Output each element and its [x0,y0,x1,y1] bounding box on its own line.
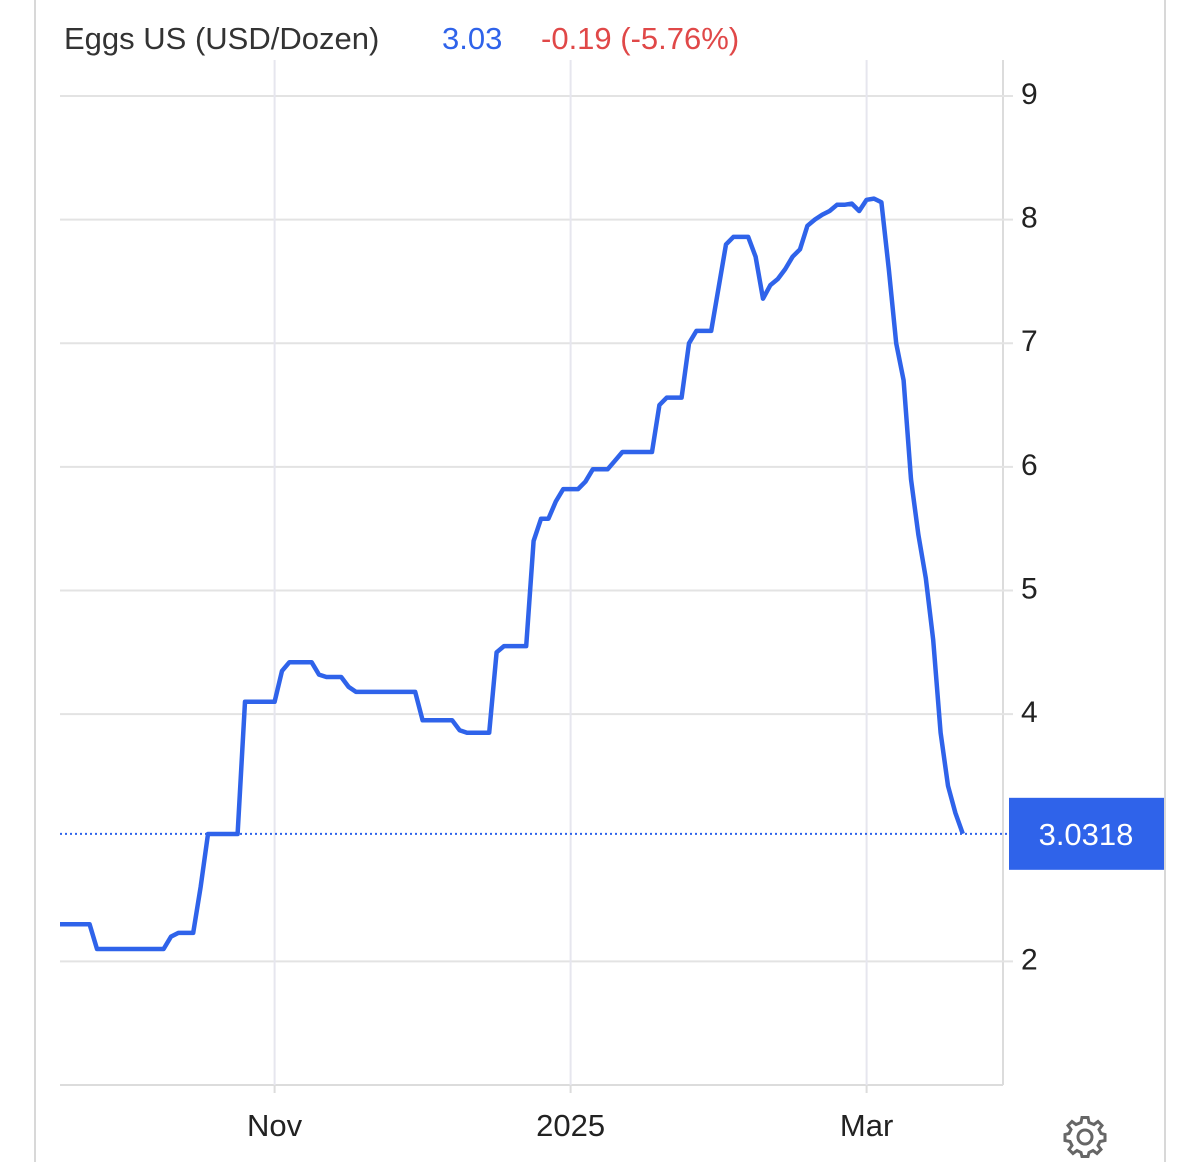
y-tick-label: 9 [1021,78,1038,111]
x-tick-label: Mar [840,1108,893,1143]
y-tick-label: 4 [1021,696,1038,729]
current-value-label: 3.0318 [1039,817,1134,852]
settings-icon[interactable] [1063,1116,1107,1158]
y-tick-label: 5 [1021,572,1038,605]
x-tick-label: Nov [247,1108,303,1143]
current-value-box [1009,797,1164,870]
price-change: -0.19 (-5.76%) [541,21,739,56]
y-tick-label: 2 [1021,943,1038,976]
y-tick-label: 8 [1021,202,1038,235]
price: 3.03 [442,21,502,56]
y-tick-label: 7 [1021,325,1038,358]
x-tick-label: 2025 [536,1108,605,1143]
y-tick-label: 6 [1021,449,1038,482]
chart-title: Eggs US (USD/Dozen) [64,21,379,56]
data-line [60,196,965,952]
